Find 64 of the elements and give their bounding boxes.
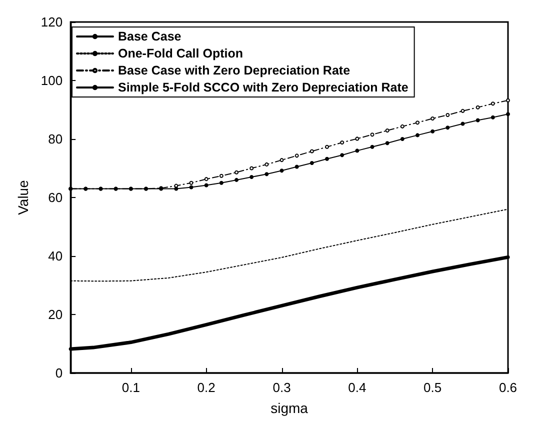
legend-label: Simple 5-Fold SCCO with Zero Depreciation Rate xyxy=(118,80,408,94)
point xyxy=(370,132,374,137)
point xyxy=(490,115,495,120)
point xyxy=(264,172,269,176)
point xyxy=(234,178,239,182)
point xyxy=(280,158,284,162)
point xyxy=(460,108,465,113)
point xyxy=(355,148,360,153)
y-tick-label: 60 xyxy=(48,190,63,205)
point xyxy=(325,156,330,161)
point xyxy=(340,153,344,158)
point xyxy=(385,141,390,146)
y-tick-label: 40 xyxy=(48,248,63,264)
point xyxy=(400,124,404,128)
point xyxy=(294,154,299,158)
point xyxy=(476,105,480,110)
y-tick-label: 80 xyxy=(48,132,63,146)
point xyxy=(250,166,254,170)
point xyxy=(174,186,178,191)
point xyxy=(506,112,510,116)
point xyxy=(219,174,224,178)
y-tick-label: 120 xyxy=(40,14,63,30)
point xyxy=(340,140,344,145)
point xyxy=(310,160,314,165)
point xyxy=(280,168,284,173)
point xyxy=(385,128,390,133)
point xyxy=(446,126,450,130)
point xyxy=(325,144,330,149)
x-axis-title: sigma xyxy=(270,400,308,416)
x-tick-label: 0.6 xyxy=(498,380,518,395)
y-tick-label: 20 xyxy=(48,307,63,322)
point xyxy=(219,180,224,185)
point xyxy=(460,122,465,126)
x-tick-label: 0.2 xyxy=(197,380,216,395)
point xyxy=(355,136,360,141)
point xyxy=(490,102,495,106)
legend-label: One-Fold Call Option xyxy=(118,46,243,60)
point xyxy=(189,180,194,185)
point xyxy=(204,183,208,188)
point xyxy=(416,133,420,138)
point xyxy=(234,170,239,174)
point xyxy=(189,185,194,190)
point xyxy=(506,98,510,102)
x-tick-label: 0.4 xyxy=(348,380,366,395)
y-tick-label: 0 xyxy=(55,366,63,380)
point xyxy=(370,144,374,149)
point xyxy=(264,162,269,166)
point xyxy=(294,164,299,169)
legend-label: Base Case xyxy=(118,30,182,44)
point xyxy=(400,137,404,141)
point xyxy=(250,175,254,180)
point xyxy=(430,129,435,134)
point xyxy=(430,116,435,121)
point xyxy=(416,120,420,125)
point xyxy=(310,149,314,154)
x-tick-label: 0.3 xyxy=(272,380,291,395)
point xyxy=(476,118,480,122)
y-tick-label: 100 xyxy=(40,73,63,88)
legend-label: Base Case with Zero Depreciation Rate xyxy=(118,64,350,78)
x-tick-label: 0.1 xyxy=(122,380,140,395)
x-tick-label: 0.5 xyxy=(424,380,442,395)
y-axis-title: Value xyxy=(15,180,31,215)
point xyxy=(204,177,208,182)
point xyxy=(446,113,450,118)
